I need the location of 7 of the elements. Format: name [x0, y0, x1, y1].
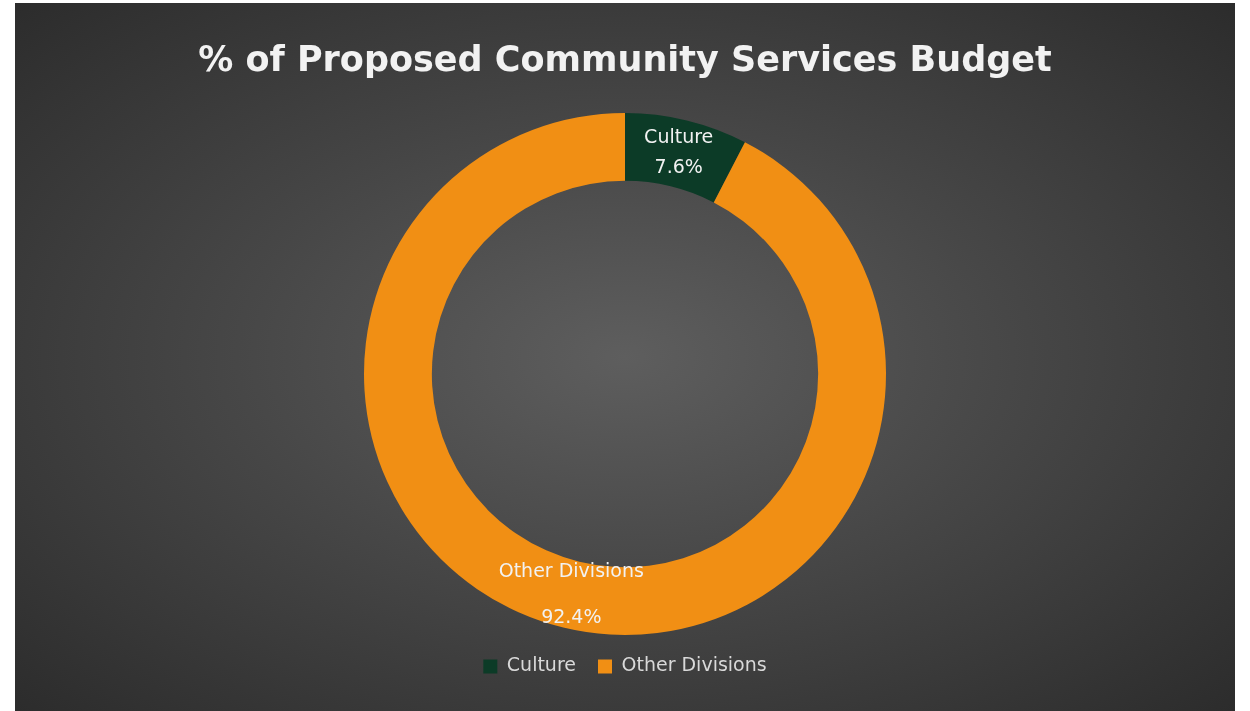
chart-title: % of Proposed Community Services Budget: [198, 39, 1052, 80]
slice-label: Culture: [644, 125, 714, 148]
legend-label: Other Divisions: [621, 653, 767, 676]
data-label: 92.4%: [541, 604, 602, 627]
data-label: 7.6%: [654, 155, 703, 178]
legend-label: Culture: [506, 653, 577, 676]
slice-label: Other Divisions: [498, 558, 644, 581]
